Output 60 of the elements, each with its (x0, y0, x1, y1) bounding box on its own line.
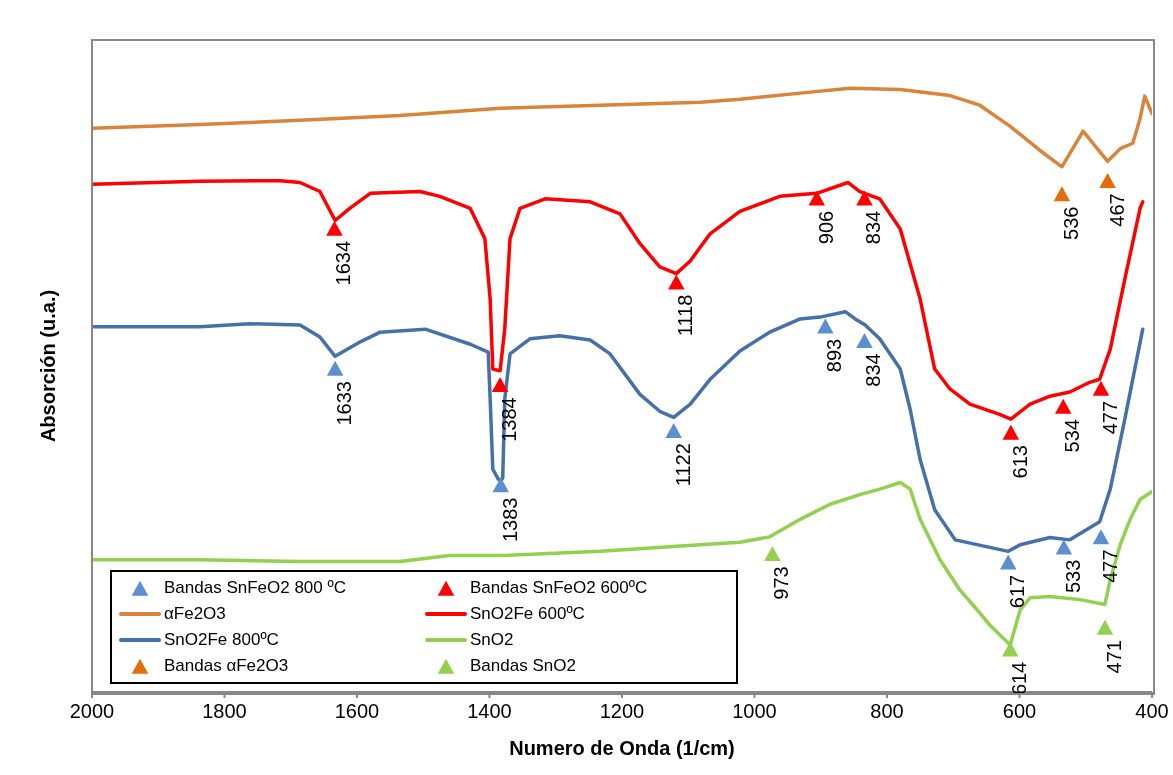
annotation: 613 (1008, 445, 1031, 479)
legend-label: αFe2O3 (164, 604, 226, 624)
point (326, 360, 344, 376)
annotation: 973 (770, 566, 793, 600)
x-tick-label: 1000 (732, 700, 777, 723)
annotation: 893 (823, 338, 846, 373)
annotation: 467 (1105, 193, 1128, 227)
annotation: 1122 (671, 443, 694, 487)
point (491, 377, 509, 393)
annotation: 617 (1006, 574, 1029, 609)
x-tick-label: 1600 (334, 700, 380, 723)
legend-label: SnO2 (470, 630, 514, 650)
point (1054, 398, 1072, 414)
point (326, 220, 343, 236)
point (668, 274, 685, 290)
point (1099, 173, 1116, 189)
point (1092, 380, 1110, 396)
legend-label: Bandas αFe2O3 (164, 656, 289, 676)
point (817, 318, 834, 334)
point (492, 477, 510, 493)
point (1096, 619, 1114, 635)
legend-label: SnO2Fe 800ºC (164, 630, 279, 650)
annotation: 906 (814, 210, 837, 245)
point (856, 190, 873, 206)
point (808, 190, 826, 206)
point (665, 422, 682, 438)
x-tick-label: 600 (1002, 700, 1037, 723)
x-tick-label: 1400 (467, 700, 512, 723)
annotation: 533 (1061, 559, 1084, 594)
x-tick-label: 1800 (202, 700, 247, 723)
annotation: 471 (1102, 640, 1125, 674)
annotation: 1634 (332, 240, 355, 286)
x-tick-label: 2000 (69, 700, 115, 723)
annotation: 834 (862, 210, 885, 245)
x-axis-title: Numero de Onda (1/cm) (509, 737, 735, 759)
point (1092, 529, 1110, 545)
annotation: 477 (1098, 400, 1121, 435)
x-tick-label: 800 (870, 700, 904, 723)
annotation: 834 (862, 353, 885, 387)
legend-label: Bandas SnFeO2 800 ºC (164, 578, 346, 598)
annotation: 534 (1061, 419, 1084, 453)
x-tick-label: 400 (1135, 700, 1169, 723)
legend-label: Bandas SnFeO2 600ºC (470, 578, 648, 598)
point (764, 546, 781, 562)
annotation: 1384 (498, 397, 521, 442)
point (1055, 539, 1073, 555)
annotation: 536 (1059, 206, 1082, 240)
annotation: 1383 (498, 497, 521, 543)
annotation: 477 (1098, 549, 1121, 583)
y-axis-title: Absorción (u.a.) (36, 289, 60, 443)
legend-label: SnO2Fe 600ºC (470, 604, 585, 624)
annotation: 1633 (333, 381, 356, 426)
annotation: 614 (1008, 661, 1031, 696)
point (1002, 424, 1020, 440)
point (1053, 186, 1071, 202)
x-tick-label: 1200 (599, 700, 645, 723)
point (856, 333, 873, 348)
legend-label: Bandas SnO2 (470, 656, 576, 676)
point (999, 554, 1017, 570)
annotation: 1118 (674, 294, 697, 337)
